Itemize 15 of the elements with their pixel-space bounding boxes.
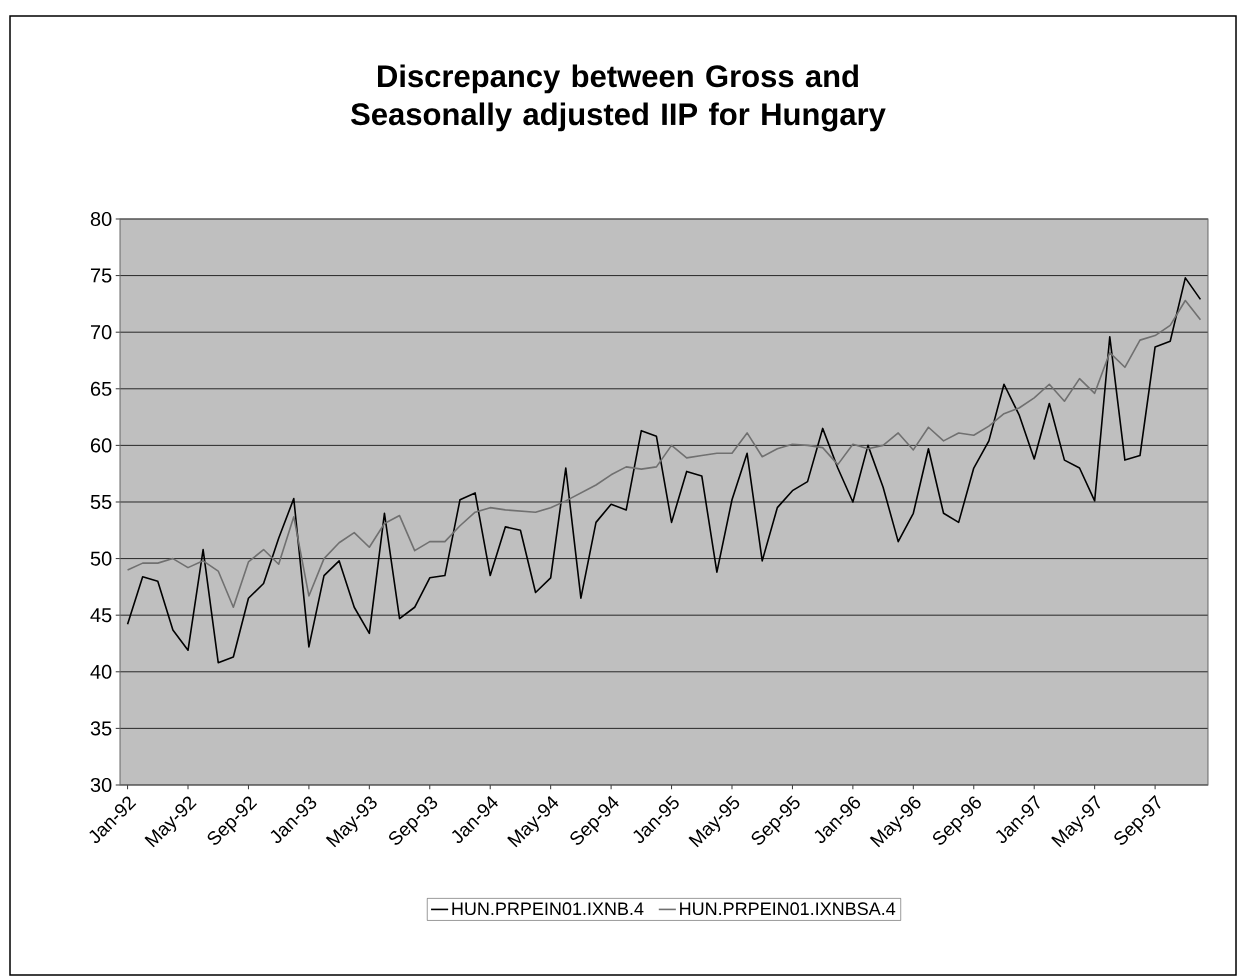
y-tick-label: 80	[90, 211, 112, 227]
legend-label: HUN.PRPEIN01.IXNBSA.4	[680, 902, 896, 916]
y-tick-label: 40	[90, 664, 112, 679]
line-series	[126, 277, 1202, 664]
y-tick-label: 45	[90, 608, 112, 623]
y-tick-label: 60	[90, 438, 112, 453]
y-tick-label: 30	[90, 777, 112, 793]
y-tick-label: 65	[90, 381, 112, 396]
y-tick-label: 50	[90, 551, 112, 566]
y-tick-label: 70	[90, 325, 112, 340]
y-tick-label: 35	[90, 721, 112, 736]
y-tick-label: 55	[90, 495, 112, 509]
chart-title: Discrepancy between Gross and Seasonally adjusted IIP for Hungary	[351, 64, 886, 132]
y-tick-label: 75	[90, 268, 112, 283]
legend-label: HUN.PRPEIN01.IXNB.4	[452, 902, 644, 916]
